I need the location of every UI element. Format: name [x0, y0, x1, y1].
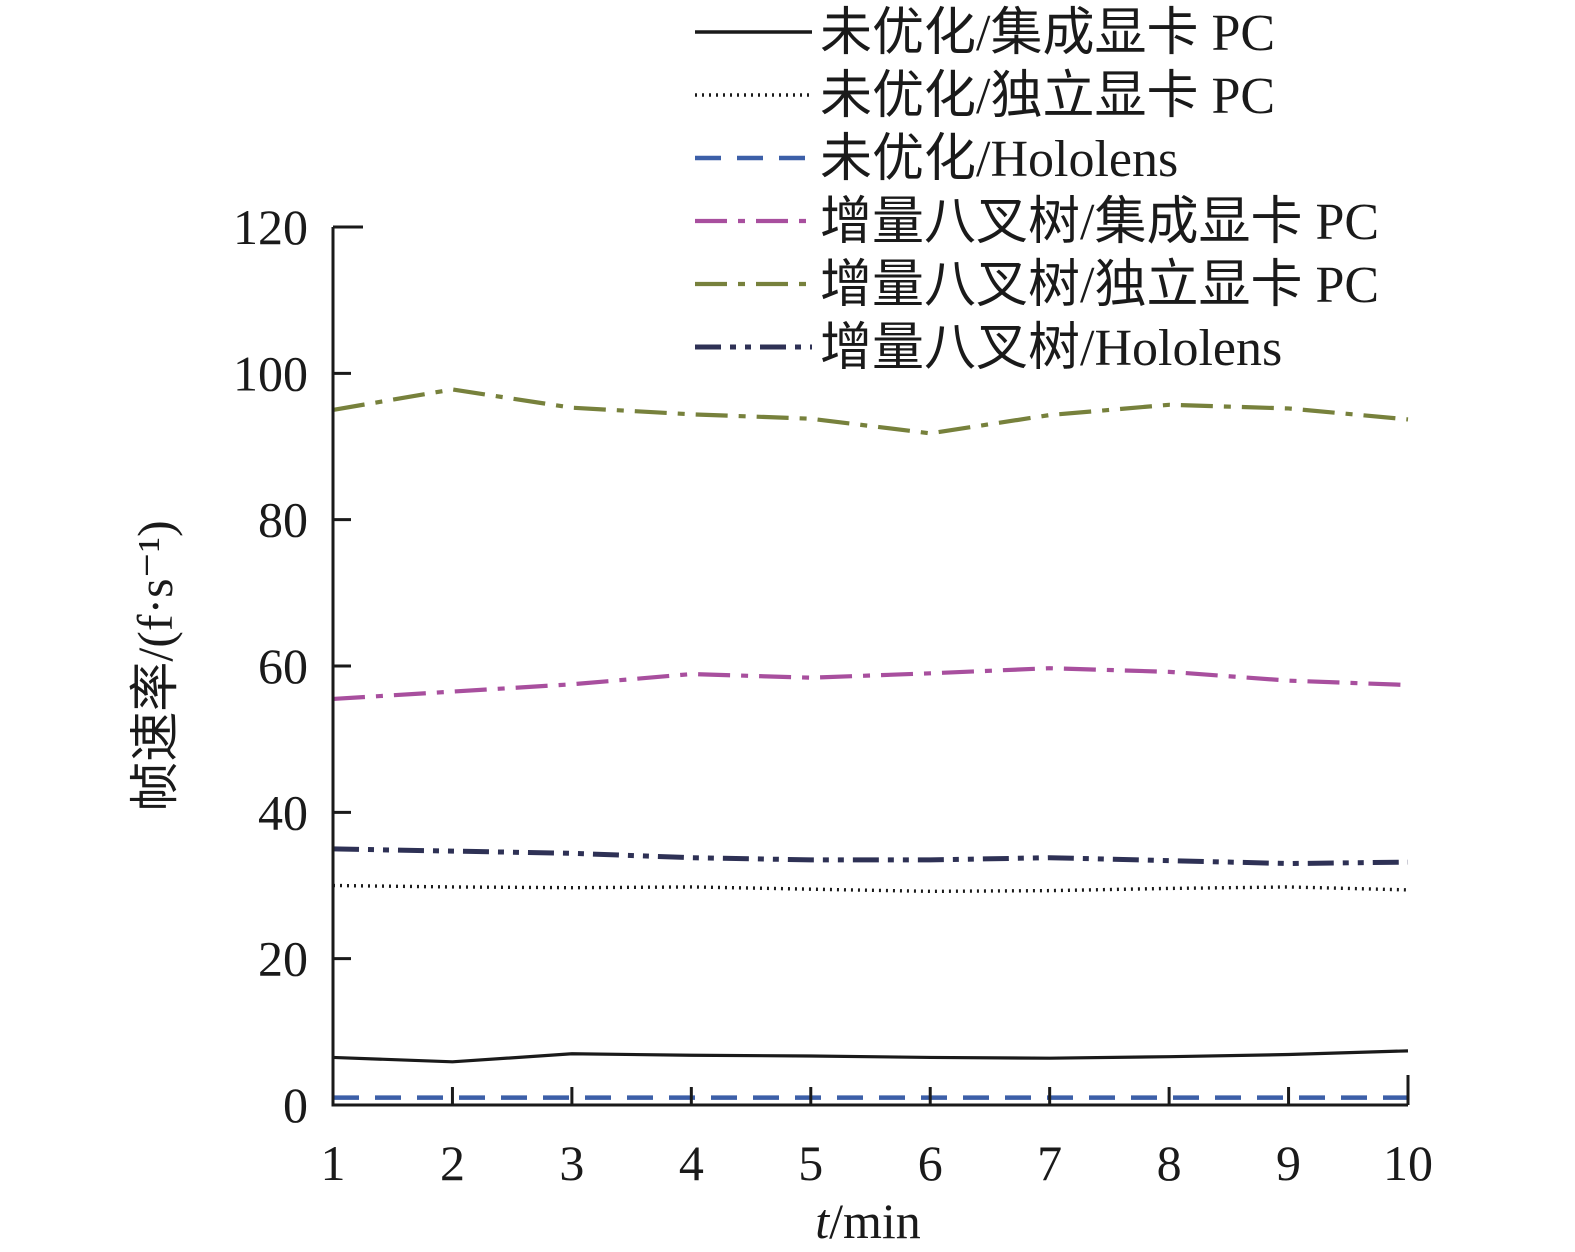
x-axis-label: t/min: [815, 1193, 921, 1249]
x-tick-label: 3: [559, 1135, 584, 1191]
series-line-1: [332, 883, 1409, 894]
x-tick-label: 5: [798, 1135, 823, 1191]
legend-label-3: 增量八叉树/集成显卡 PC: [820, 194, 1379, 251]
legend-row-5: 增量八叉树/Hololens: [695, 320, 1282, 377]
legend-label-2: 未优化/Hololens: [820, 131, 1178, 188]
legend-label-5: 增量八叉树/Hololens: [820, 320, 1282, 377]
y-tick-label: 60: [258, 638, 308, 694]
legend-label-4: 增量八叉树/独立显卡 PC: [820, 257, 1379, 314]
x-tick-label: 7: [1037, 1135, 1062, 1191]
legend-row-1: 未优化/独立显卡 PC: [695, 68, 1275, 125]
x-tick-label: 8: [1157, 1135, 1182, 1191]
x-axis-label-unit: /min: [829, 1193, 921, 1249]
plot-axes: 0 20 40 60 80 100 120 1 2 3 4 5 6 7 8 9 10: [233, 199, 1433, 1191]
series-line-4: [332, 387, 1409, 436]
legend-row-3: 增量八叉树/集成显卡 PC: [695, 194, 1379, 251]
legend-label-0: 未优化/集成显卡 PC: [820, 5, 1275, 62]
x-tick-label: 9: [1276, 1135, 1301, 1191]
y-tick-label: 0: [283, 1077, 308, 1133]
x-axis-label-variable: t: [815, 1193, 830, 1249]
series-lines: [332, 387, 1409, 1100]
legend: 未优化/集成显卡 PC 未优化/独立显卡 PC 未优化/Hololens 增量八叉树/…: [695, 5, 1379, 377]
legend-label-1: 未优化/独立显卡 PC: [820, 68, 1275, 125]
legend-row-2: 未优化/Hololens: [695, 131, 1178, 188]
x-tick-label: 2: [440, 1135, 465, 1191]
series-line-5: [332, 846, 1409, 867]
y-tick-label: 20: [258, 931, 308, 987]
series-line-0: [332, 1049, 1409, 1064]
series-line-3: [332, 666, 1409, 702]
y-tick-label: 40: [258, 784, 308, 840]
y-tick-label: 120: [233, 199, 308, 255]
y-tick-label: 100: [233, 345, 308, 401]
y-tick-label: 80: [258, 492, 308, 548]
x-tick-label: 6: [918, 1135, 943, 1191]
x-tick-label: 4: [679, 1135, 704, 1191]
x-tick-label: 1: [321, 1135, 346, 1191]
x-tick-label: 10: [1383, 1135, 1433, 1191]
y-axis-label: 帧速率/(f·s⁻¹): [127, 520, 183, 811]
legend-row-0: 未优化/集成显卡 PC: [695, 5, 1275, 62]
legend-row-4: 增量八叉树/独立显卡 PC: [695, 257, 1379, 314]
